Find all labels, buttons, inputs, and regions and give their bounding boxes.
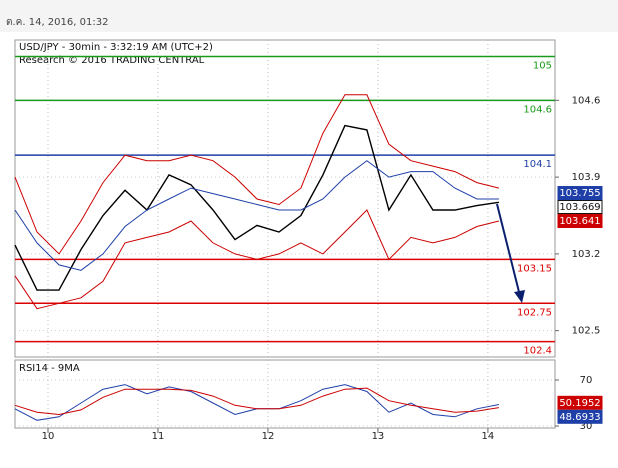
rsi-title: RSI14 - 9MA <box>19 363 80 374</box>
y-tick-label: 103.2 <box>572 249 601 260</box>
x-tick-label: 11 <box>152 431 165 442</box>
x-tick-label: 13 <box>372 431 385 442</box>
y-tick-label: 102.5 <box>572 326 601 337</box>
price-tag-label: 50.1952 <box>559 398 600 409</box>
price-tag <box>557 186 603 201</box>
price-tag <box>557 200 603 215</box>
date: ต.ค. 14, 2016, 01:32 <box>6 17 108 28</box>
x-tick-label: 10 <box>42 431 55 442</box>
level-label: 104.1 <box>523 159 552 170</box>
chart-title: USD/JPY - 30min - 3:32:19 AM (UTC+2) <box>19 42 213 53</box>
level-label: 102.4 <box>523 346 552 357</box>
series-line <box>14 209 500 310</box>
series-line <box>14 160 499 271</box>
main-panel <box>14 39 556 358</box>
series-line <box>14 387 499 416</box>
price-tag-label: 48.6933 <box>559 412 600 423</box>
y-tick-label: 104.6 <box>572 95 601 106</box>
rsi-panel <box>14 359 556 429</box>
arrow-head <box>514 290 525 303</box>
forecast-arrow <box>496 203 521 297</box>
series-line <box>14 94 500 255</box>
chart-subtitle: Research © 2016 TRADING CENTRAL <box>19 55 205 66</box>
level-label: 102.75 <box>517 307 552 318</box>
x-tick-label: 14 <box>482 431 495 442</box>
series-line <box>14 124 500 291</box>
price-tag <box>557 395 603 410</box>
price-tag <box>557 409 603 424</box>
price-tag-label: 103.641 <box>559 216 600 227</box>
y-tick-label: 30 <box>580 421 593 432</box>
x-tick-label: 12 <box>262 431 275 442</box>
y-tick-label: 70 <box>580 375 593 386</box>
price-tag-label: 103.755 <box>559 188 600 199</box>
y-tick-label: 103.9 <box>572 172 601 183</box>
price-tag-label: 103.669 <box>559 202 600 213</box>
level-label: 104.6 <box>523 104 552 115</box>
level-label: 103.15 <box>517 263 552 274</box>
price-tag <box>557 214 603 229</box>
top-strip <box>0 0 618 32</box>
level-label: 105 <box>533 60 552 71</box>
